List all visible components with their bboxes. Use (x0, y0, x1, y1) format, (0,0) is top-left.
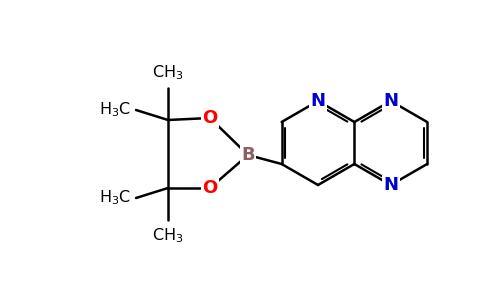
Text: O: O (202, 109, 218, 127)
Text: N: N (383, 92, 398, 110)
Text: N: N (383, 176, 398, 194)
Text: O: O (202, 179, 218, 197)
Text: $\mathregular{H_3C}$: $\mathregular{H_3C}$ (99, 189, 131, 207)
Text: B: B (241, 146, 255, 164)
Text: $\mathregular{CH_3}$: $\mathregular{CH_3}$ (152, 226, 184, 245)
Text: $\mathregular{H_3C}$: $\mathregular{H_3C}$ (99, 101, 131, 119)
Text: N: N (311, 92, 326, 110)
Text: $\mathregular{CH_3}$: $\mathregular{CH_3}$ (152, 63, 184, 82)
